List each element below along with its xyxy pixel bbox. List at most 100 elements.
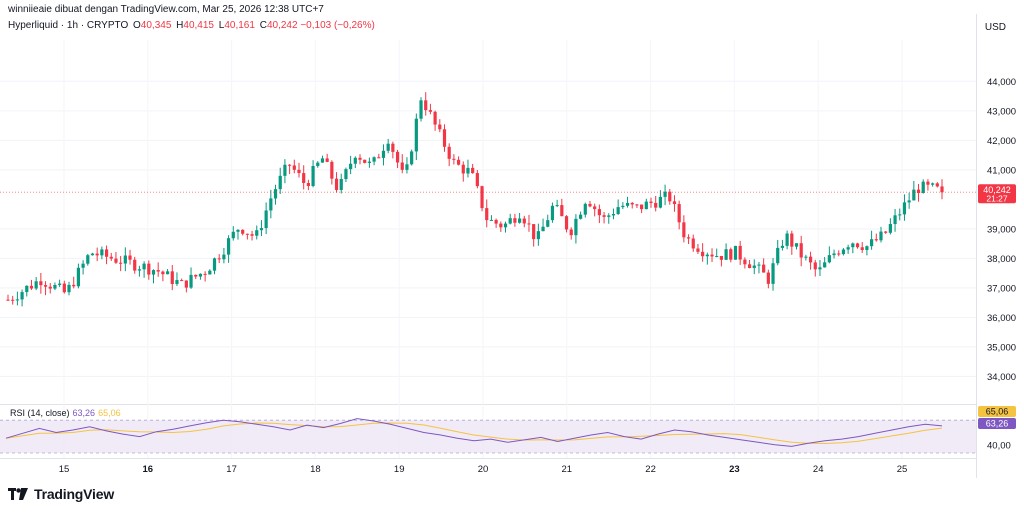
candle-body	[672, 201, 677, 205]
candle-body	[86, 255, 90, 264]
candle-body	[808, 256, 813, 263]
candle-body	[442, 129, 447, 147]
candle-body	[630, 202, 634, 205]
candle-body	[29, 285, 34, 289]
candle-body	[654, 202, 658, 208]
candle-body	[165, 271, 170, 275]
x-tick-label: 17	[226, 464, 237, 475]
candle-body	[15, 299, 19, 301]
tradingview-logo-text: TradingView	[34, 486, 115, 502]
candle-body	[522, 218, 526, 224]
candle-body	[39, 281, 43, 286]
candle-body	[292, 165, 296, 170]
candle-body	[100, 249, 104, 256]
candle-body	[339, 179, 343, 190]
candle-body	[452, 158, 456, 160]
candle-body	[325, 158, 329, 162]
candle-body	[724, 249, 728, 260]
x-tick-label: 16	[143, 464, 154, 475]
candle-body	[119, 262, 123, 264]
candle-body	[236, 229, 240, 232]
x-tick-label: 20	[478, 464, 489, 475]
rsi-title: RSI (14, close)	[10, 408, 70, 418]
candle-body	[226, 238, 231, 255]
candle-body	[607, 215, 611, 217]
candle-body	[175, 280, 179, 284]
candle-body	[414, 118, 418, 152]
currency-label[interactable]: USD	[984, 22, 1006, 33]
candle-body	[320, 158, 325, 163]
rsi-line	[5, 418, 943, 447]
candle-body	[499, 223, 503, 228]
candle-body	[489, 219, 494, 221]
candle-body	[358, 157, 362, 160]
candle-body	[25, 285, 29, 293]
candle-body	[208, 270, 212, 275]
candle-body	[461, 164, 465, 174]
candle-body	[363, 159, 367, 163]
candle-body	[95, 253, 99, 256]
candle-body	[128, 255, 132, 260]
candle-body	[865, 246, 869, 251]
candle-body	[428, 110, 433, 112]
candle-body	[574, 218, 578, 236]
candle-body	[837, 253, 841, 255]
candle-body	[884, 231, 888, 233]
y-tick-label: 42,000	[987, 136, 1016, 147]
candle-body	[419, 100, 423, 119]
candle-body	[733, 245, 738, 260]
candle-body	[109, 256, 113, 259]
candle-body	[367, 161, 371, 163]
rsi-ma-tag	[978, 406, 1016, 417]
candle-body	[912, 189, 916, 201]
candle-body	[888, 224, 892, 233]
candle-body	[517, 218, 522, 223]
candle-body	[625, 202, 630, 206]
candle-body	[114, 258, 118, 263]
symbol-label: Hyperliquid · 1h · CRYPTO	[8, 20, 129, 31]
candle-body	[682, 222, 686, 238]
candle-body	[555, 205, 559, 207]
candle-body	[180, 280, 184, 282]
candle-body	[503, 223, 508, 228]
candle-body	[377, 157, 381, 159]
candle-body	[597, 209, 601, 216]
candle-body	[381, 150, 386, 158]
rsi-legend-value: 63,26	[72, 408, 96, 418]
candle-body	[879, 231, 883, 241]
y-tick-label: 39,000	[987, 224, 1016, 235]
candle-body	[241, 229, 245, 234]
candle-body	[184, 280, 188, 288]
candle-body	[818, 267, 822, 270]
candle-body	[762, 264, 766, 273]
candle-body	[893, 215, 897, 225]
candle-body	[466, 167, 470, 174]
candle-body	[738, 245, 742, 260]
candle-body	[133, 259, 137, 271]
candle-body	[264, 210, 268, 229]
candle-body	[34, 281, 38, 289]
close-label: C	[259, 20, 267, 31]
candle-body	[846, 247, 850, 250]
x-tick-label: 18	[310, 464, 321, 475]
y-tick-label: 41,000	[987, 165, 1016, 176]
candle-body	[790, 233, 794, 247]
candle-body	[20, 292, 24, 300]
candle-body	[569, 229, 573, 236]
candle-body	[776, 247, 780, 264]
candle-body	[686, 237, 691, 239]
candle-body	[147, 263, 151, 275]
candle-body	[546, 220, 550, 227]
candle-body	[513, 218, 517, 223]
candle-body	[194, 274, 198, 277]
tradingview-logo[interactable]: TradingView	[8, 486, 114, 502]
candle-body	[616, 207, 620, 215]
candle-body	[564, 216, 569, 230]
candle-body	[766, 272, 770, 284]
y-tick-label: 34,000	[987, 372, 1016, 383]
candle-body	[902, 202, 907, 215]
rsi-tag	[978, 418, 1016, 429]
candle-body	[593, 206, 597, 210]
x-tick-label: 24	[813, 464, 824, 475]
